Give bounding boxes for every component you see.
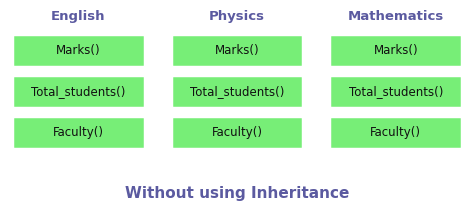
FancyBboxPatch shape	[329, 75, 462, 108]
Text: Marks(): Marks()	[56, 44, 100, 57]
Text: Total_students(): Total_students()	[190, 85, 284, 98]
Text: Marks(): Marks()	[374, 44, 418, 57]
FancyBboxPatch shape	[329, 34, 462, 67]
FancyBboxPatch shape	[171, 34, 303, 67]
FancyBboxPatch shape	[12, 34, 145, 67]
Text: Mathematics: Mathematics	[347, 10, 444, 23]
FancyBboxPatch shape	[12, 75, 145, 108]
Text: Total_students(): Total_students()	[348, 85, 443, 98]
Text: Without using Inheritance: Without using Inheritance	[125, 186, 349, 201]
FancyBboxPatch shape	[12, 116, 145, 149]
Text: English: English	[51, 10, 105, 23]
Text: Total_students(): Total_students()	[31, 85, 126, 98]
FancyBboxPatch shape	[329, 116, 462, 149]
Text: Faculty(): Faculty()	[211, 126, 263, 139]
Text: Marks(): Marks()	[215, 44, 259, 57]
Text: Faculty(): Faculty()	[53, 126, 104, 139]
FancyBboxPatch shape	[171, 75, 303, 108]
Text: Faculty(): Faculty()	[370, 126, 421, 139]
FancyBboxPatch shape	[171, 116, 303, 149]
Text: Physics: Physics	[209, 10, 265, 23]
